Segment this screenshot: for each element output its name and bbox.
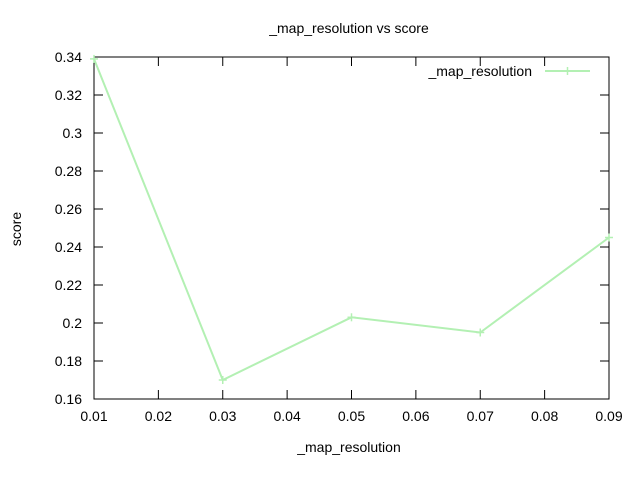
chart-title: _map_resolution vs score — [268, 20, 429, 36]
x-tick-label: 0.03 — [209, 408, 236, 424]
series-layer — [90, 54, 613, 384]
x-tick-label: 0.02 — [145, 408, 172, 424]
plot-frame — [93, 56, 610, 400]
legend-marker — [563, 67, 572, 75]
y-tick-label: 0.24 — [55, 239, 82, 255]
x-tick-label: 0.08 — [531, 408, 558, 424]
y-tick-label: 0.28 — [55, 163, 82, 179]
y-axis-label: score — [8, 212, 24, 246]
x-tick-label: 0.01 — [80, 408, 107, 424]
x-tick-label: 0.09 — [595, 408, 622, 424]
x-tick-label: 0.06 — [402, 408, 429, 424]
x-tick-label: 0.05 — [338, 408, 365, 424]
y-tick-label: 0.32 — [55, 87, 82, 103]
x-axis-label: _map_resolution — [296, 439, 401, 455]
y-tick-label: 0.2 — [63, 315, 83, 331]
y-tick-label: 0.16 — [55, 391, 82, 407]
axis-ticks: 0.01 0.02 0.03 0.04 0.05 0.06 0.07 0.08 0.09 0.16… — [55, 49, 623, 424]
y-tick-label: 0.22 — [55, 277, 82, 293]
data-point — [476, 328, 485, 337]
series-line — [93, 58, 610, 382]
data-point — [347, 313, 356, 322]
data-point — [90, 54, 98, 63]
y-tick-label: 0.34 — [55, 49, 82, 65]
legend-label: _map_resolution — [427, 63, 532, 79]
x-tick-label: 0.07 — [467, 408, 494, 424]
data-point — [605, 233, 613, 242]
y-tick-label: 0.3 — [63, 125, 83, 141]
legend: _map_resolution — [427, 63, 590, 79]
y-tick-label: 0.18 — [55, 353, 82, 369]
y-tick-label: 0.26 — [55, 201, 82, 217]
data-point — [218, 376, 227, 384]
x-tick-label: 0.04 — [274, 408, 301, 424]
